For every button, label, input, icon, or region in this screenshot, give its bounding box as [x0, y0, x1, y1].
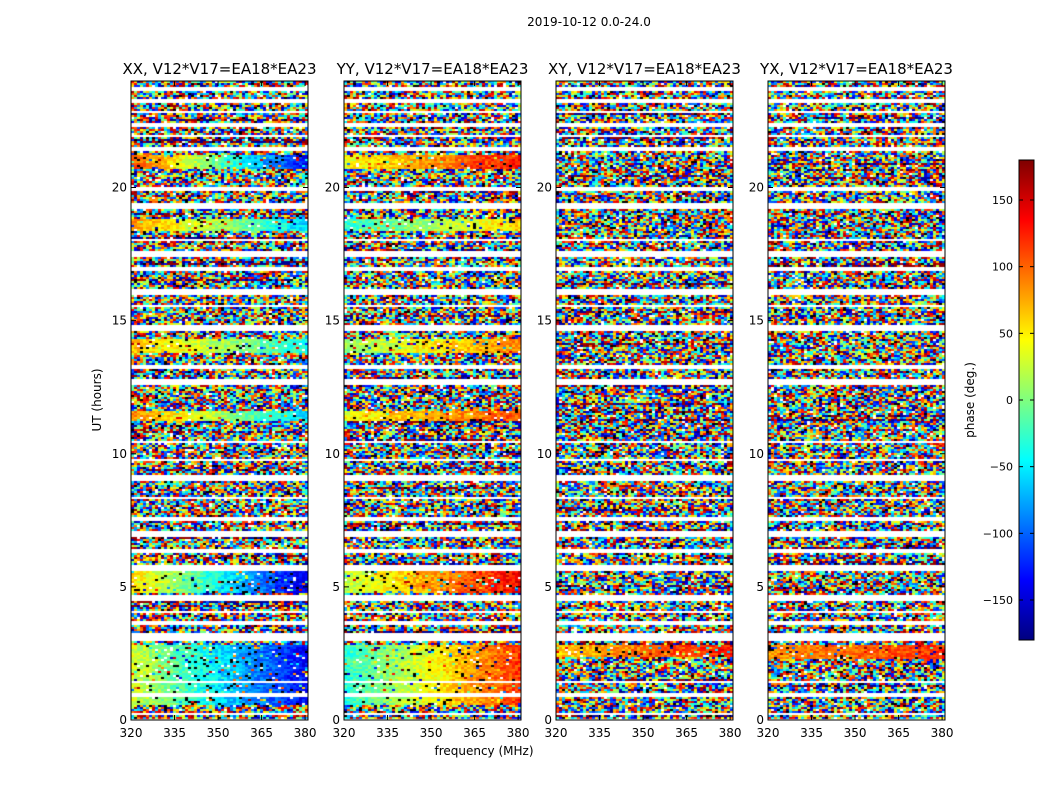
- colorbar-tick-label: −150: [983, 594, 1013, 607]
- x-tick-label: 350: [207, 726, 230, 740]
- x-tick-label: 380: [507, 726, 530, 740]
- y-tick-label: 15: [325, 314, 340, 328]
- x-tick-label: 320: [333, 726, 356, 740]
- figure-suptitle: 2019-10-12 0.0-24.0: [527, 15, 651, 29]
- y-tick-label: 15: [112, 314, 127, 328]
- heatmap-yx: [768, 81, 945, 720]
- y-tick-label: 5: [332, 580, 340, 594]
- x-tick-label: 365: [250, 726, 273, 740]
- colorbar-tick-label: −50: [990, 461, 1013, 474]
- x-tick-label: 350: [420, 726, 443, 740]
- x-tick-label: 350: [844, 726, 867, 740]
- x-tick-label: 335: [800, 726, 823, 740]
- heatmap-xy: [556, 81, 733, 720]
- panel-yy: YY, V12*V17=EA18*EA23 320 335 350 365 380 0 5 10…: [325, 60, 530, 740]
- y-tick-label: 20: [112, 181, 127, 195]
- colorbar-label: phase (deg.): [963, 362, 977, 438]
- x-tick-label: 380: [294, 726, 317, 740]
- y-tick-label: 10: [112, 447, 127, 461]
- y-tick-label: 20: [749, 181, 764, 195]
- x-tick-label: 350: [632, 726, 655, 740]
- panel-title: XX, V12*V17=EA18*EA23: [122, 60, 316, 78]
- y-tick-label: 10: [537, 447, 552, 461]
- y-tick-label: 10: [325, 447, 340, 461]
- x-axis-label: frequency (MHz): [434, 744, 533, 758]
- axes-frame: [767, 80, 946, 721]
- heatmap-xx: [131, 81, 308, 720]
- y-tick-label: 5: [544, 580, 552, 594]
- x-tick-label: 380: [931, 726, 954, 740]
- panels: XX, V12*V17=EA18*EA23 320 335 350 365 380 0 5 10…: [112, 60, 954, 740]
- colorbar-tick-label: 50: [999, 327, 1013, 340]
- heatmap-yy: [344, 81, 521, 720]
- y-tick-label: 5: [756, 580, 764, 594]
- y-tick-label: 15: [537, 314, 552, 328]
- y-tick-label: 20: [537, 181, 552, 195]
- colorbar-tick-label: 150: [992, 194, 1013, 207]
- colorbar: 150 100 50 0 −50 −100 −150: [983, 159, 1035, 641]
- y-tick-label: 0: [544, 713, 552, 727]
- x-tick-label: 320: [545, 726, 568, 740]
- x-tick-label: 380: [719, 726, 742, 740]
- y-tick-label: 5: [119, 580, 127, 594]
- axes-frame: [130, 80, 309, 721]
- y-tick-label: 10: [749, 447, 764, 461]
- colorbar-tick-label: −100: [983, 527, 1013, 540]
- y-tick-label: 15: [749, 314, 764, 328]
- x-tick-label: 365: [887, 726, 910, 740]
- x-tick-label: 365: [463, 726, 486, 740]
- panel-title: XY, V12*V17=EA18*EA23: [548, 60, 741, 78]
- y-tick-label: 0: [119, 713, 127, 727]
- panel-title: YY, V12*V17=EA18*EA23: [336, 60, 529, 78]
- y-tick-label: 0: [756, 713, 764, 727]
- y-tick-label: 0: [332, 713, 340, 727]
- panel-xy: XY, V12*V17=EA18*EA23 320 335 350 365 380 0 5 10…: [537, 60, 742, 740]
- x-tick-label: 335: [588, 726, 611, 740]
- y-axis-label: UT (hours): [90, 368, 104, 431]
- y-tick-label: 20: [325, 181, 340, 195]
- colorbar-tick-label: 100: [992, 261, 1013, 274]
- panel-yx: YX, V12*V17=EA18*EA23 320 335 350 365 380 0 5 10…: [749, 60, 954, 740]
- panel-title: YX, V12*V17=EA18*EA23: [759, 60, 953, 78]
- x-tick-label: 320: [757, 726, 780, 740]
- axes-frame: [555, 80, 734, 721]
- axes-frame: [343, 80, 522, 721]
- x-tick-label: 335: [376, 726, 399, 740]
- panel-xx: XX, V12*V17=EA18*EA23 320 335 350 365 380 0 5 10…: [112, 60, 317, 740]
- x-tick-label: 335: [163, 726, 186, 740]
- x-tick-label: 365: [675, 726, 698, 740]
- x-tick-label: 320: [120, 726, 143, 740]
- colorbar-tick-label: 0: [1006, 394, 1013, 407]
